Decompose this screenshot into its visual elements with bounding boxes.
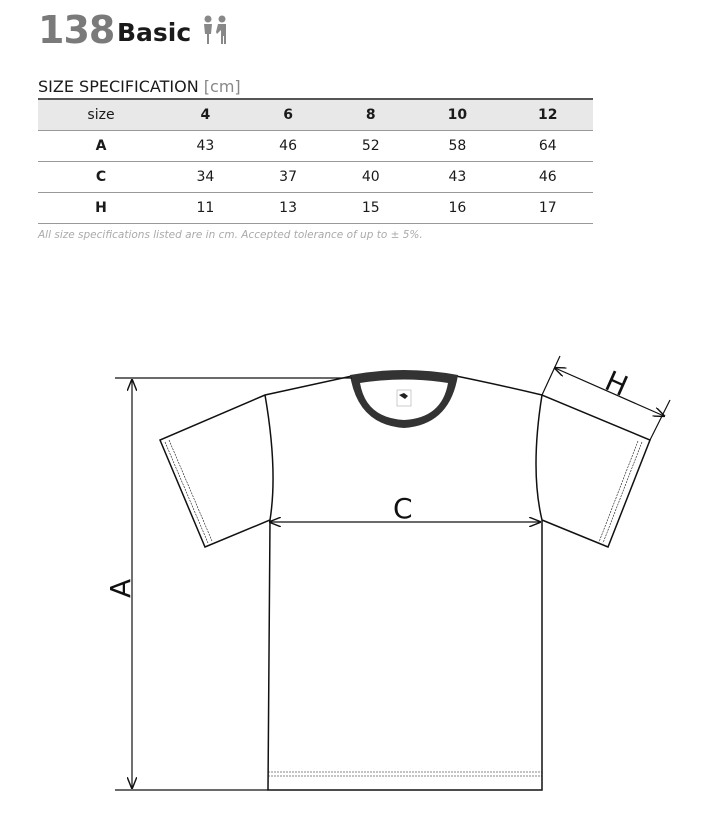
header-cell: 8 (329, 98, 413, 131)
table-row: C 34 37 40 43 46 (38, 161, 593, 193)
neck-collar (350, 370, 458, 428)
header-cell: size (38, 98, 164, 131)
table-header-row: size 4 6 8 10 12 (38, 98, 593, 131)
cell: 37 (246, 161, 330, 193)
cell: 52 (329, 130, 413, 162)
row-label: H (38, 192, 164, 224)
cell: 15 (329, 192, 413, 224)
header-cell: 10 (412, 98, 503, 131)
spec-unit: [cm] (203, 77, 241, 96)
cell: 46 (502, 161, 593, 193)
product-name: Basic (117, 18, 192, 47)
row-label: A (38, 130, 164, 162)
label-a: A (104, 579, 137, 598)
spec-title-text: SIZE SPECIFICATION (38, 77, 199, 96)
cell: 43 (164, 130, 247, 162)
table-row: H 11 13 15 16 17 (38, 192, 593, 224)
cell: 17 (502, 192, 593, 224)
label-h: H (600, 364, 633, 403)
cell: 11 (164, 192, 247, 224)
cell: 58 (412, 130, 503, 162)
label-c: C (393, 492, 413, 525)
cell: 40 (329, 161, 413, 193)
spec-title: SIZE SPECIFICATION [cm] (38, 77, 241, 96)
row-label: C (38, 161, 164, 193)
header-cell: 12 (502, 98, 593, 131)
cell: 46 (246, 130, 330, 162)
product-number: 138 (38, 8, 115, 52)
kids-icon (204, 15, 226, 44)
size-table: size 4 6 8 10 12 A 43 46 52 58 64 C 34 3… (38, 98, 593, 224)
measure-lines (115, 355, 671, 791)
table-row: A 43 46 52 58 64 (38, 130, 593, 162)
cell: 16 (412, 192, 503, 224)
tshirt-outline (159, 375, 651, 791)
header-cell: 4 (164, 98, 247, 131)
cell: 34 (164, 161, 247, 193)
cell: 43 (412, 161, 503, 193)
header-cell: 6 (246, 98, 330, 131)
tolerance-note: All size specifications listed are in cm… (38, 229, 423, 241)
cell: 13 (246, 192, 330, 224)
cell: 64 (502, 130, 593, 162)
